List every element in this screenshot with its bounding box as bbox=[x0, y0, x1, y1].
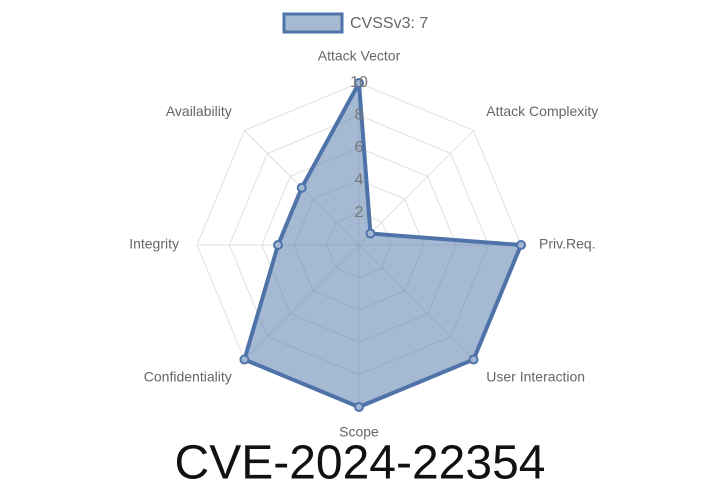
data-point bbox=[354, 78, 364, 88]
legend-swatch bbox=[282, 12, 344, 34]
axis-label: Attack Complexity bbox=[486, 103, 598, 119]
tick-label: 2 bbox=[355, 204, 364, 221]
tick-label: 4 bbox=[355, 171, 364, 188]
data-point bbox=[468, 354, 479, 365]
tick-label: 10 bbox=[350, 74, 368, 91]
axis-label: User Interaction bbox=[486, 369, 585, 385]
chart-title: CVE-2024-22354 bbox=[175, 437, 546, 490]
legend-label: CVSSv3: 7 bbox=[350, 15, 428, 32]
axis-label: Availability bbox=[166, 103, 232, 119]
series-area bbox=[242, 81, 523, 409]
spoke bbox=[358, 130, 474, 246]
axis-label: Scope bbox=[339, 424, 379, 440]
axis-label: Attack Vector bbox=[318, 48, 401, 64]
axis-label: Integrity bbox=[129, 236, 179, 252]
data-point bbox=[273, 240, 283, 250]
data-point bbox=[239, 354, 250, 365]
tick-label: 6 bbox=[355, 139, 364, 156]
data-point bbox=[516, 240, 526, 250]
tick-label: 8 bbox=[355, 107, 364, 124]
axis-label: Priv.Req. bbox=[539, 236, 596, 252]
data-point bbox=[365, 228, 376, 239]
data-point bbox=[354, 402, 364, 412]
data-point bbox=[296, 182, 307, 193]
axis-label: Confidentiality bbox=[144, 369, 232, 385]
